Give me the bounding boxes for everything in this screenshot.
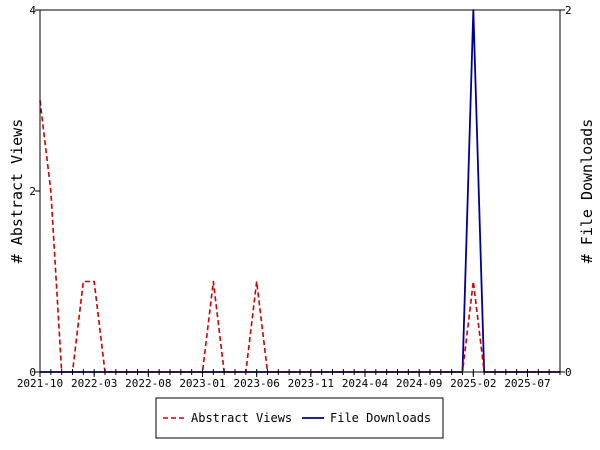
y-left-tick-label: 4	[29, 4, 36, 17]
x-tick-label: 2024-09	[396, 377, 442, 390]
legend-label-file-downloads: File Downloads	[330, 411, 431, 425]
series-line-abstract-views	[39, 100, 560, 373]
x-tick-label: 2021-10	[17, 377, 63, 390]
x-tick-label: 2025-02	[450, 377, 496, 390]
y-right-tick-label: 2	[565, 4, 572, 17]
y-left-tick-label: 0	[29, 366, 36, 379]
x-tick-label: 2023-06	[233, 377, 279, 390]
y-right-tick-label: 0	[565, 366, 572, 379]
x-tick-label: 2025-07	[504, 377, 550, 390]
x-tick-label: 2024-04	[342, 377, 389, 390]
x-tick-label: 2022-08	[125, 377, 171, 390]
y-axis-right-title: # File Downloads	[578, 119, 596, 264]
x-tick-label: 2022-03	[71, 377, 117, 390]
plot-area	[39, 9, 560, 373]
x-tick-label: 2023-01	[179, 377, 225, 390]
x-tick-label: 2023-11	[288, 377, 334, 390]
axes: 2021-10 2022-03 2022-08 2023-01 2023-06 2023-…	[17, 4, 572, 390]
legend-label-abstract-views: Abstract Views	[191, 411, 292, 425]
y-left-tick-label: 2	[29, 185, 36, 198]
legend: Abstract Views File Downloads	[155, 397, 444, 439]
legend-box	[155, 397, 444, 439]
y-axis-left-title: # Abstract Views	[8, 119, 26, 264]
series-line-file-downloads	[40, 9, 560, 373]
